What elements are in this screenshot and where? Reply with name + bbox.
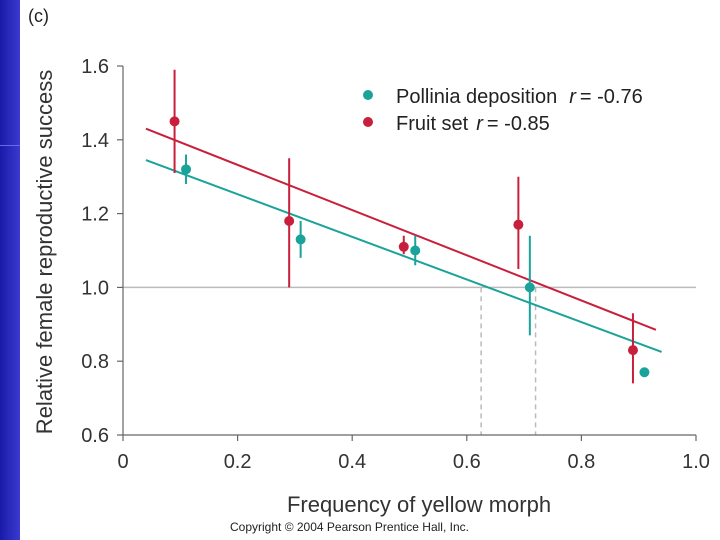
legend-r-value-pollinia: = -0.76: [580, 86, 643, 108]
fit-line-pollinia: [145, 159, 662, 353]
copyright-notice: Copyright © 2004 Pearson Prentice Hall, …: [230, 520, 469, 534]
data-point-pollinia: [410, 245, 421, 256]
x-tick-label: 0.4: [338, 451, 366, 473]
legend-marker-pollinia: [363, 90, 373, 100]
legend-r-symbol-pollinia: r: [569, 86, 577, 108]
fit-line-fruit: [145, 127, 657, 331]
y-tick-label: 1.6: [81, 56, 109, 78]
reference-layer: [123, 286, 696, 435]
data-point-fruit: [398, 241, 409, 252]
data-points-layer: [169, 69, 650, 384]
legend-label-pollinia: Pollinia deposition: [396, 86, 557, 108]
slide-band-divider: [0, 145, 20, 146]
data-point-pollinia: [295, 234, 306, 245]
fit-lines-layer: [145, 127, 662, 353]
legend-r-symbol-fruit: r: [476, 113, 484, 135]
x-tick-label: 1.0: [682, 451, 710, 473]
legend-entry-pollinia: Pollinia deposition r = -0.76: [396, 86, 643, 108]
data-point-pollinia: [181, 164, 192, 175]
legend-marker-fruit: [363, 117, 373, 127]
axes-layer: 0.6 0.8 1.0 1.2 1.4 1.6 0 0.2 0.4 0.6 0.8 1.0: [81, 56, 710, 473]
x-tick-label: 0.8: [567, 451, 595, 473]
data-point-fruit: [627, 345, 638, 356]
legend-label-fruit: Fruit set: [396, 113, 469, 135]
x-tick-label: 0: [117, 451, 128, 473]
data-point-pollinia: [524, 282, 535, 293]
y-tick-label: 1.0: [81, 277, 109, 299]
slide-left-band: [0, 0, 20, 540]
data-point-fruit: [169, 116, 180, 127]
y-tick-label: 0.6: [81, 425, 109, 447]
data-point-fruit: [513, 219, 524, 230]
legend: Pollinia deposition r = -0.76 Fruit set r = …: [363, 86, 643, 135]
panel-label: (c): [28, 6, 49, 26]
y-tick-label: 1.2: [81, 204, 109, 226]
legend-r-value-fruit: = -0.85: [487, 113, 550, 135]
x-tick-label: 0.2: [224, 451, 252, 473]
y-axis-title: Relative female reproductive success: [32, 70, 57, 434]
x-tick-label: 0.6: [453, 451, 481, 473]
y-tick-label: 0.8: [81, 351, 109, 373]
legend-entry-fruit: Fruit set r = -0.85: [396, 113, 550, 135]
y-tick-label: 1.4: [81, 130, 109, 152]
data-point-fruit: [284, 215, 295, 226]
data-point-pollinia: [639, 367, 650, 378]
x-axis-title: Frequency of yellow morph: [287, 492, 551, 517]
